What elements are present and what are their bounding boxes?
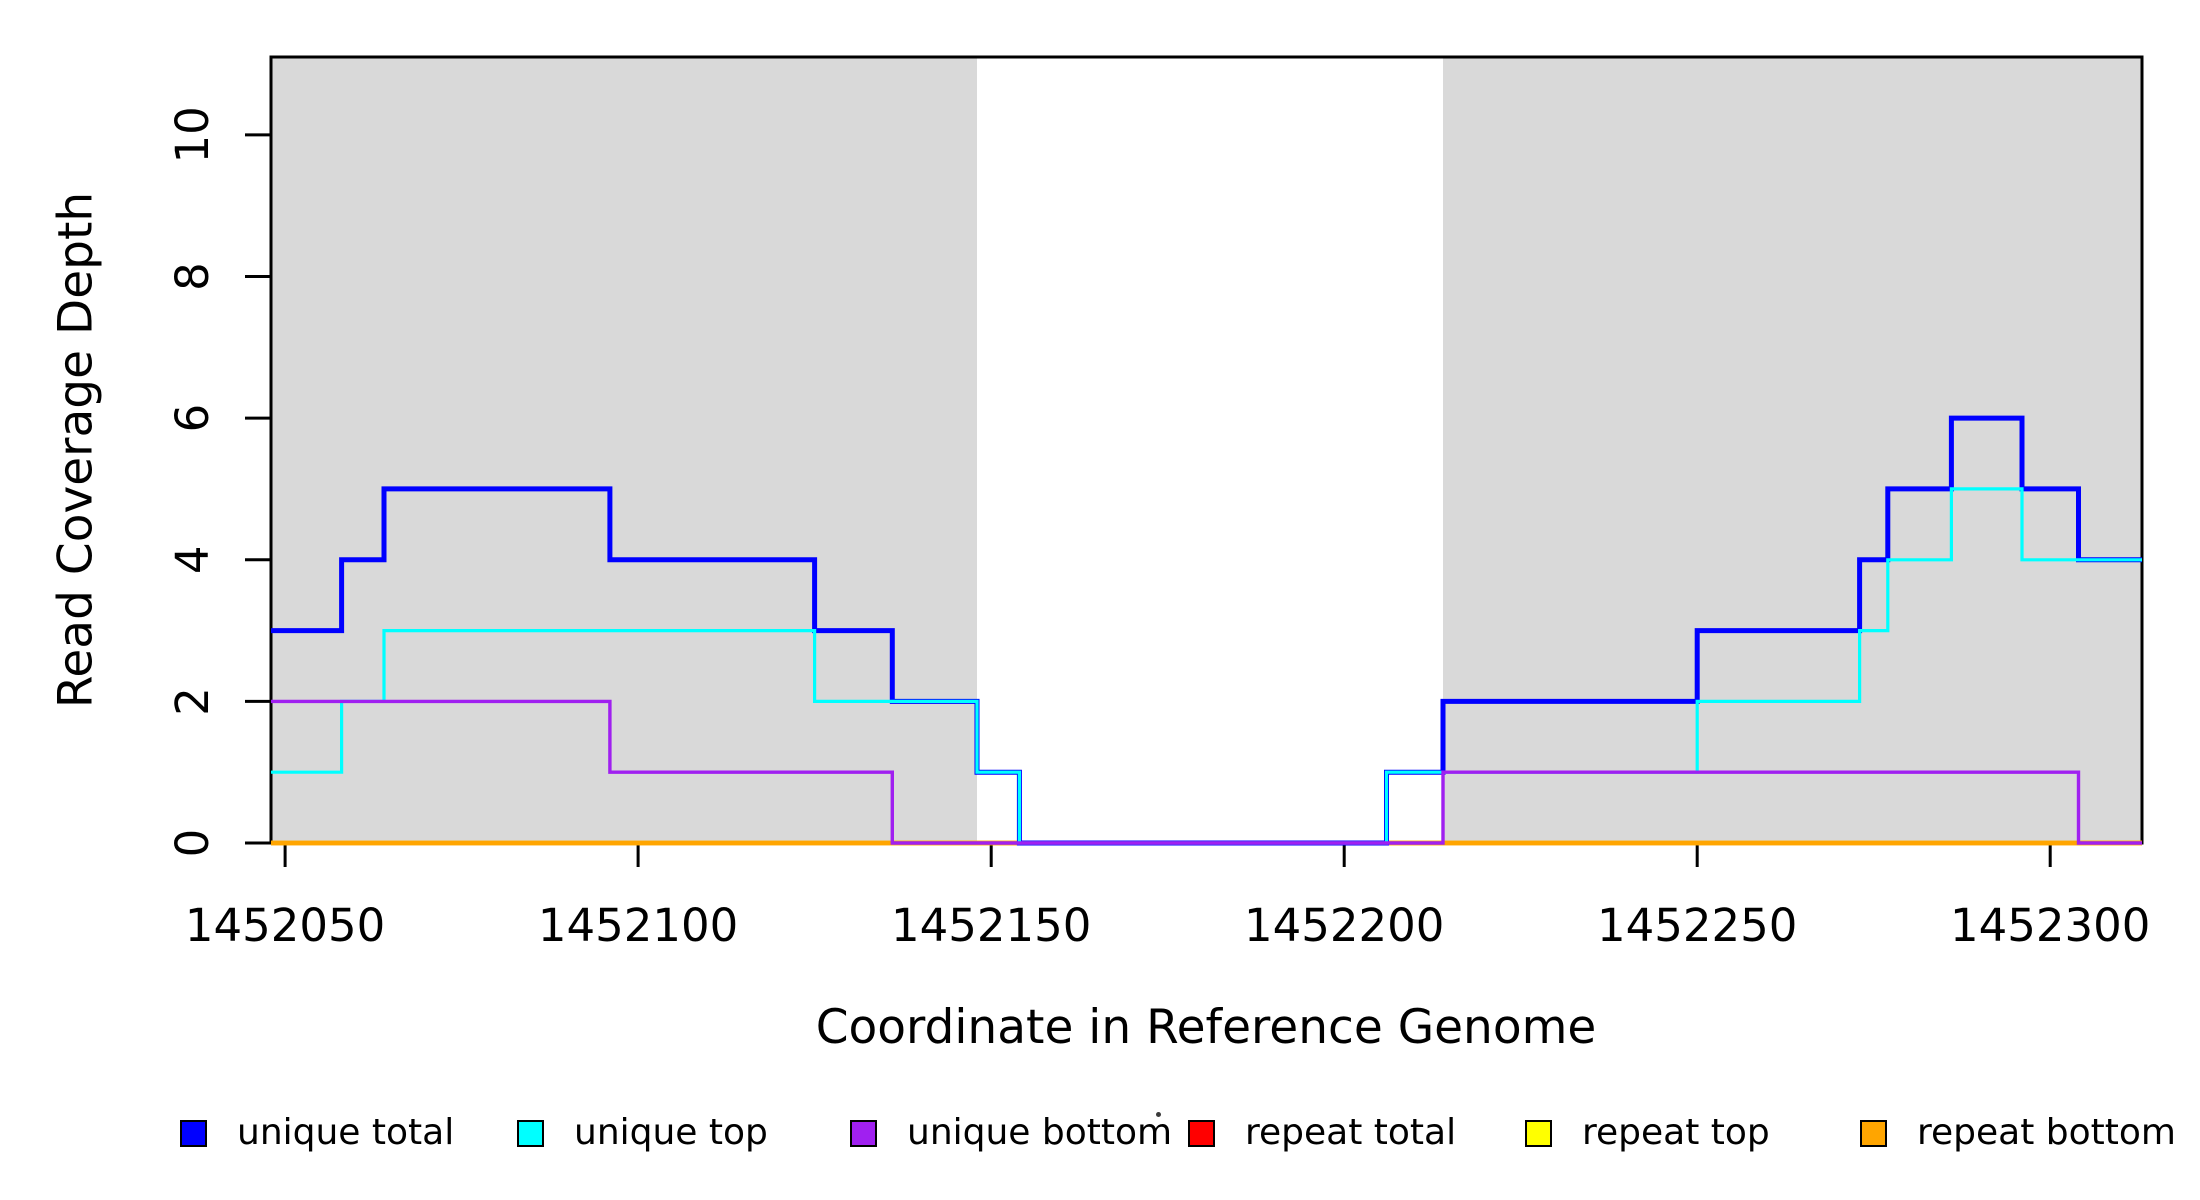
legend-item-unique-bottom: unique bottom — [850, 1112, 1173, 1153]
legend-label: unique total — [237, 1112, 455, 1153]
x-axis-title: Coordinate in Reference Genome — [815, 1000, 1597, 1055]
legend-label: repeat top — [1582, 1112, 1770, 1153]
unique-top-swatch-icon — [517, 1119, 544, 1147]
legend-label: repeat bottom — [1917, 1112, 2176, 1153]
stray-dot-artifact — [1156, 1112, 1161, 1117]
legend-label: repeat total — [1245, 1112, 1457, 1153]
x-tick-label: 1452150 — [891, 899, 1091, 952]
legend-item-repeat-top: repeat top — [1525, 1112, 1770, 1153]
shaded-genomic-region — [271, 57, 977, 843]
x-tick-label: 1452050 — [185, 899, 385, 952]
x-tick-label: 1452300 — [1950, 899, 2150, 952]
x-tick-label: 1452200 — [1244, 899, 1444, 952]
legend-item-unique-total: unique total — [180, 1112, 455, 1153]
shaded-genomic-region — [1443, 57, 2142, 843]
repeat-top-swatch-icon — [1525, 1119, 1552, 1147]
unique-total-swatch-icon — [180, 1119, 207, 1147]
series-unique-bottom-line — [271, 699, 2142, 845]
x-tick-label: 1452250 — [1597, 899, 1797, 952]
repeat-total-swatch-icon — [1188, 1119, 1215, 1147]
unique-bottom-swatch-icon — [850, 1119, 877, 1147]
legend-label: unique top — [574, 1112, 768, 1153]
legend-item-unique-top: unique top — [517, 1112, 768, 1153]
y-tick-label: 4 — [166, 545, 219, 574]
y-axis-title: Read Coverage Depth — [48, 191, 104, 709]
y-tick-label: 2 — [166, 687, 219, 716]
y-tick-label: 6 — [166, 404, 219, 433]
y-tick-label: 0 — [166, 829, 219, 858]
legend-item-repeat-bottom: repeat bottom — [1860, 1112, 2176, 1153]
y-tick-label: 8 — [166, 262, 219, 291]
legend-label: unique bottom — [907, 1112, 1173, 1153]
repeat-bottom-swatch-icon — [1860, 1119, 1887, 1147]
series-unique-top-line — [271, 487, 2142, 845]
y-tick-label: 10 — [166, 106, 219, 163]
legend-item-repeat-total: repeat total — [1188, 1112, 1457, 1153]
x-tick-label: 1452100 — [538, 899, 738, 952]
